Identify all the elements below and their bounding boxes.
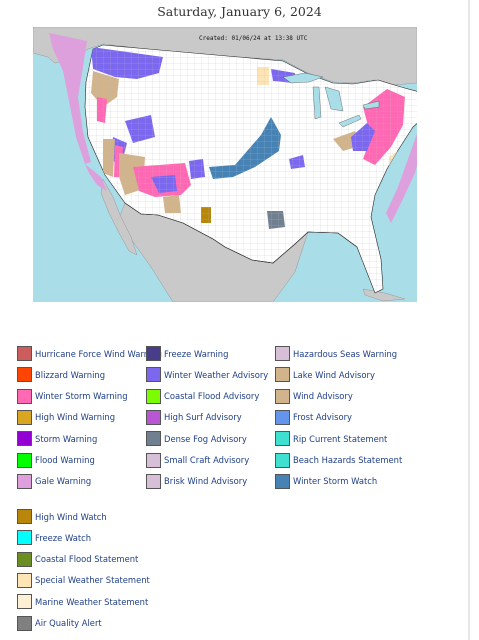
- atlantic-gale-zone: [386, 133, 417, 223]
- legend-swatch: [146, 452, 161, 468]
- legend-swatch: [17, 388, 32, 404]
- lake-ontario: [362, 100, 380, 110]
- legend-swatch: [146, 473, 161, 489]
- legend-label: Coastal Flood Advisory: [164, 391, 260, 402]
- legend-item: High Wind Watch: [17, 509, 107, 524]
- legend-item: Small Craft Advisory: [146, 452, 250, 468]
- legend-swatch: [275, 388, 290, 404]
- legend-item: Rip Current Statement: [275, 431, 388, 447]
- legend-swatch: [146, 346, 161, 361]
- legend-swatch: [146, 431, 161, 447]
- legend-swatch: [146, 409, 161, 425]
- legend-label: Coastal Flood Statement: [35, 554, 139, 565]
- legend-label: High Surf Advisory: [164, 412, 242, 423]
- legend-label: Hazardous Seas Warning: [293, 348, 398, 359]
- hazard-map[interactable]: Created: 01/06/24 at 13:38 UTC: [33, 27, 417, 302]
- legend-label: Blizzard Warning: [35, 369, 106, 380]
- legend-swatch: [275, 409, 290, 425]
- legend-swatch: [275, 431, 290, 447]
- legend-item: High Wind Warning: [17, 409, 116, 425]
- legend-item: Hurricane Force Wind Warning: [17, 346, 162, 361]
- legend-item: Special Weather Statement: [17, 572, 150, 588]
- legend-item: Marine Weather Statement: [17, 594, 149, 610]
- legend-item: Dense Fog Advisory: [146, 431, 247, 447]
- legend-item: Blizzard Warning: [17, 367, 106, 383]
- legend-swatch: [17, 346, 32, 361]
- legend-swatch: [275, 473, 290, 489]
- legend-label: Freeze Warning: [164, 348, 229, 359]
- legend-label: Rip Current Statement: [293, 433, 388, 444]
- pacific-gale-zone: [49, 33, 91, 164]
- legend-item: Hazardous Seas Warning: [275, 346, 397, 361]
- lake-erie: [338, 114, 362, 128]
- legend-label: Storm Warning: [35, 433, 98, 444]
- legend-item: Storm Warning: [17, 431, 98, 447]
- legend-swatch: [17, 509, 32, 524]
- legend-item: Air Quality Alert: [17, 615, 102, 631]
- lake-michigan: [312, 86, 322, 120]
- legend-swatch: [17, 473, 32, 489]
- canada-land: [33, 27, 417, 86]
- legend-label: Special Weather Statement: [35, 575, 150, 586]
- legend-swatch: [17, 572, 32, 588]
- legend-label: Winter Storm Watch: [293, 476, 378, 487]
- legend-item: Wind Advisory: [275, 388, 353, 404]
- legend-swatch: [17, 367, 32, 383]
- legend-label: Brisk Wind Advisory: [164, 476, 248, 487]
- page-divider: [468, 0, 470, 640]
- legend-item: Gale Warning: [17, 473, 92, 489]
- legend-label: Marine Weather Statement: [35, 596, 149, 607]
- legend-label: Winter Storm Warning: [35, 391, 128, 402]
- page-title: Saturday, January 6, 2024: [157, 4, 322, 19]
- legend-item: High Surf Advisory: [146, 409, 242, 425]
- legend-label: Dense Fog Advisory: [164, 433, 247, 444]
- legend-item: Coastal Flood Statement: [17, 551, 139, 567]
- legend-label: Frost Advisory: [293, 412, 352, 423]
- legend-item: Beach Hazards Statement: [275, 452, 403, 468]
- legend-label: High Wind Watch: [35, 511, 107, 522]
- legend-item: Frost Advisory: [275, 409, 352, 425]
- legend-label: Beach Hazards Statement: [293, 455, 403, 465]
- legend-item: Freeze Watch: [17, 530, 92, 546]
- legend-swatch: [17, 409, 32, 425]
- legend-label: Lake Wind Advisory: [293, 369, 375, 380]
- legend-item: Flood Warning: [17, 452, 95, 468]
- legend-swatch: [17, 452, 32, 468]
- legend-item: Freeze Warning: [146, 346, 228, 361]
- legend-item: Winter Storm Watch: [275, 473, 378, 489]
- legend-swatch: [146, 388, 161, 404]
- legend-label: Gale Warning: [35, 476, 92, 487]
- legend-item: Brisk Wind Advisory: [146, 473, 248, 489]
- legend-item: Coastal Flood Advisory: [146, 388, 260, 404]
- legend-label: Hurricane Force Wind Warning: [35, 348, 162, 359]
- legend-label: Air Quality Alert: [35, 618, 102, 628]
- legend-swatch: [275, 346, 290, 361]
- map-svg: Created: 01/06/24 at 13:38 UTC: [33, 27, 417, 302]
- legend-item: Lake Wind Advisory: [275, 367, 375, 383]
- created-stamp: Created: 01/06/24 at 13:38 UTC: [199, 35, 308, 42]
- legend-label: Freeze Watch: [35, 532, 92, 543]
- legend-label: Winter Weather Advisory: [164, 369, 269, 380]
- legend-item: Winter Storm Warning: [17, 388, 128, 404]
- legend-label: Flood Warning: [35, 455, 95, 465]
- legend-label: Small Craft Advisory: [164, 455, 250, 465]
- legend-swatch: [275, 367, 290, 383]
- legend-swatch: [17, 530, 32, 546]
- lake-huron: [324, 86, 344, 112]
- legend-item: Winter Weather Advisory: [146, 367, 269, 383]
- lake-superior: [282, 72, 324, 84]
- legend-swatch: [17, 615, 32, 631]
- legend-swatch: [17, 431, 32, 447]
- legend-swatch: [146, 367, 161, 383]
- legend-label: High Wind Warning: [35, 412, 116, 423]
- legend-label: Wind Advisory: [293, 391, 353, 402]
- legend-swatch: [17, 594, 32, 610]
- legend-swatch: [275, 452, 290, 468]
- legend-swatch: [17, 551, 32, 567]
